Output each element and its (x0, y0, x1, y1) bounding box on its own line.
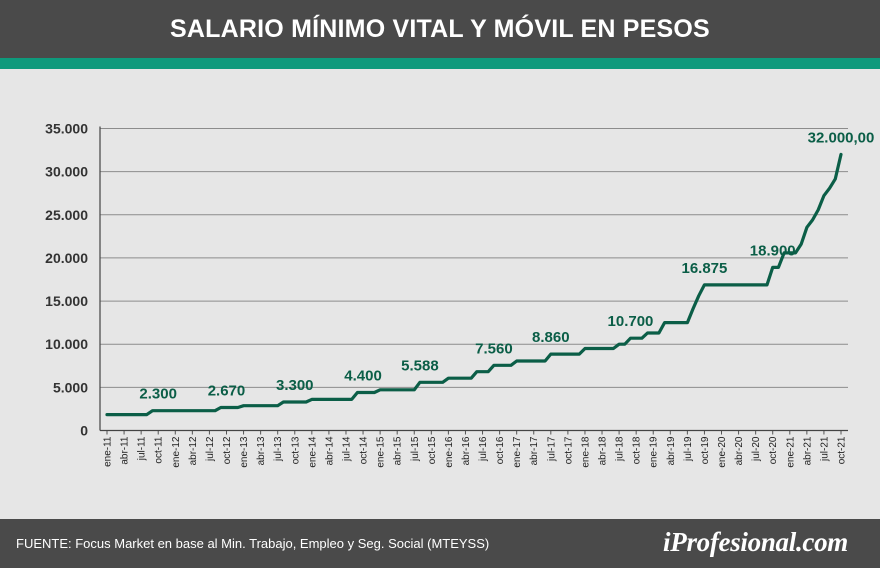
data-labels: 2.300 2.670 3.300 4.400 5.588 7.560 8.860 10.70… (139, 129, 874, 402)
x-tick-label: ene-14 (307, 436, 318, 468)
x-tick-label: jul-21 (819, 436, 830, 462)
axes (99, 126, 848, 435)
x-tick-label: jul-13 (273, 436, 284, 462)
data-label: 4.400 (344, 368, 382, 385)
x-tick-label: oct-14 (359, 436, 370, 464)
x-tick-label: ene-13 (239, 436, 250, 468)
x-tick-label: oct-19 (700, 436, 711, 464)
line-chart: 0 5.000 10.000 15.000 20.000 25.000 30.000 35.0… (45, 121, 874, 468)
data-label: 3.300 (276, 377, 314, 394)
y-tick-label: 25.000 (45, 207, 88, 223)
series-area (105, 152, 843, 417)
x-tick-label: ene-12 (171, 436, 182, 468)
x-tick-label: abr-11 (120, 436, 131, 465)
y-tick-label: 30.000 (45, 164, 88, 180)
x-tick-label: jul-14 (341, 436, 352, 462)
source-note: FUENTE: Focus Market en base al Min. Tra… (16, 536, 490, 551)
x-tick-label: oct-20 (768, 436, 779, 464)
x-tick-label: jul-16 (478, 436, 489, 462)
x-tick-label: jul-12 (205, 436, 216, 462)
brand-logo: iProfesional.com (663, 527, 848, 557)
x-tick-label: jul-20 (751, 436, 762, 462)
x-tick-label: abr-14 (324, 436, 335, 465)
data-label: 2.670 (208, 382, 246, 399)
data-label: 8.860 (532, 329, 570, 346)
x-tick-label: jul-15 (410, 436, 421, 462)
x-tick-label: jul-17 (546, 436, 557, 462)
accent-stripe (0, 58, 880, 69)
x-tick-label: oct-12 (222, 436, 233, 464)
x-tick-label: oct-18 (632, 436, 643, 464)
x-tick-label: jul-19 (683, 436, 694, 462)
x-tick-label: ene-17 (512, 436, 523, 468)
chart-title: SALARIO MÍNIMO VITAL Y MÓVIL EN PESOS (170, 14, 710, 43)
grid-lines (100, 128, 848, 388)
series-line (105, 152, 843, 417)
x-tick-label: ene-18 (580, 436, 591, 468)
data-label: 32.000,00 (808, 129, 875, 146)
y-tick-label: 5.000 (53, 379, 88, 395)
x-tick-label: abr-15 (393, 436, 404, 465)
header-bar: SALARIO MÍNIMO VITAL Y MÓVIL EN PESOS (0, 0, 880, 58)
x-tick-label: ene-20 (717, 436, 728, 468)
x-tick-label: abr-12 (188, 436, 199, 465)
x-tick-label: ene-11 (103, 436, 114, 467)
y-tick-label: 15.000 (45, 293, 88, 309)
data-label: 16.875 (681, 260, 727, 277)
x-tick-labels: ene-11 abr-11 jul-11 oct-11 ene-12 abr-12 jul-… (103, 436, 848, 468)
data-label: 18.900 (750, 242, 796, 259)
x-tick-label: abr-16 (461, 436, 472, 465)
x-tick-label: jul-11 (137, 436, 148, 461)
y-tick-label: 20.000 (45, 250, 88, 266)
x-tick-label: ene-15 (376, 436, 387, 468)
data-label: 7.560 (475, 340, 513, 357)
x-tick-label: oct-21 (837, 436, 848, 464)
x-tick-label: abr-21 (802, 436, 813, 465)
x-tick-label: ene-16 (444, 436, 455, 468)
x-tick-label: oct-16 (495, 436, 506, 464)
x-tick-label: abr-13 (256, 436, 267, 465)
x-tick-label: abr-17 (529, 436, 540, 465)
y-tick-label: 35.000 (45, 121, 88, 137)
x-tick-label: oct-15 (427, 436, 438, 464)
x-tick-label: oct-13 (290, 436, 301, 464)
data-label: 10.700 (608, 313, 654, 330)
y-tick-label: 10.000 (45, 336, 88, 352)
data-label: 5.588 (401, 357, 439, 374)
x-tick-label: ene-21 (785, 436, 796, 468)
x-tick-label: oct-11 (154, 436, 165, 463)
footer-bar: FUENTE: Focus Market en base al Min. Tra… (0, 519, 880, 568)
data-label: 2.300 (139, 386, 177, 403)
y-tick-labels: 0 5.000 10.000 15.000 20.000 25.000 30.000 35.0… (45, 121, 88, 439)
x-tick-label: oct-17 (563, 436, 574, 464)
x-tick-label: ene-19 (649, 436, 660, 468)
x-tick-label: abr-19 (666, 436, 677, 465)
x-tick-label: abr-18 (598, 436, 609, 465)
x-tick-label: jul-18 (615, 436, 626, 462)
y-tick-label: 0 (80, 423, 88, 439)
x-tick-label: abr-20 (734, 436, 745, 465)
